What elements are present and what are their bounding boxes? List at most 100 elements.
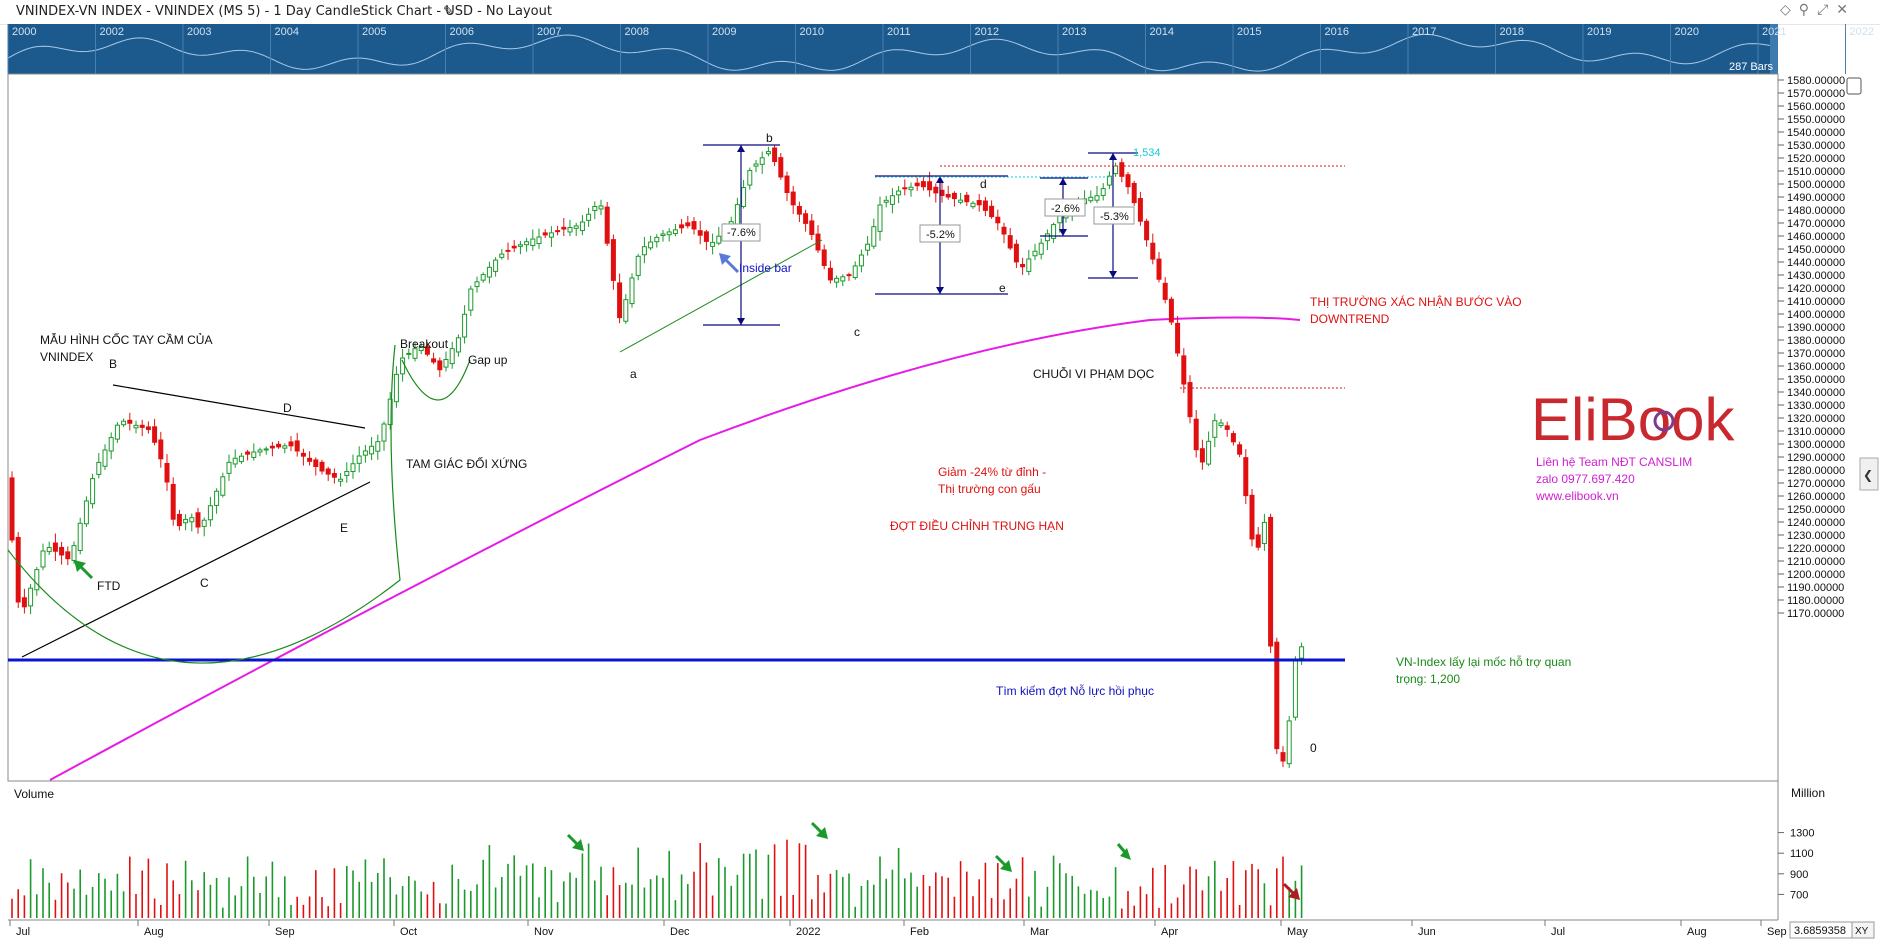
time-axis-label: Jun bbox=[1418, 926, 1436, 938]
expand-icon[interactable]: ⤢ bbox=[1817, 2, 1837, 18]
candle-body bbox=[257, 449, 263, 453]
candle-body bbox=[945, 193, 951, 198]
overview-strip[interactable]: 2000 2002 2003 2004 2005 2006 2007 2008 2009 2010… bbox=[7, 24, 1874, 74]
support-label-1: VN-Index lấy lại mốc hỗ trợ quan bbox=[1396, 654, 1571, 669]
candle-body bbox=[1199, 448, 1205, 463]
candle-body bbox=[1113, 165, 1119, 175]
triangle-label: TAM GIÁC ĐỐI XỨNG bbox=[406, 456, 527, 471]
candle-body bbox=[313, 459, 319, 468]
overview-year: 2021 bbox=[1762, 26, 1786, 38]
candle-body bbox=[759, 157, 765, 165]
price-tick-label: 1290.00000 bbox=[1787, 452, 1845, 464]
overview-year: 2017 bbox=[1412, 26, 1436, 38]
candle-body bbox=[437, 360, 443, 371]
candle-body bbox=[747, 170, 753, 186]
candle-body bbox=[579, 221, 585, 232]
candle-body bbox=[610, 239, 616, 281]
price-tick-label: 1300.00000 bbox=[1787, 439, 1845, 451]
overview-line bbox=[7, 33, 1779, 72]
diamond-icon[interactable]: ◇ bbox=[1780, 2, 1799, 18]
xy-toggle[interactable] bbox=[1851, 921, 1875, 939]
ftd-label: FTD bbox=[97, 579, 121, 593]
overview-year: 2010 bbox=[800, 26, 824, 38]
candle-body bbox=[852, 265, 858, 278]
candle-body bbox=[158, 439, 164, 460]
candle-body bbox=[195, 512, 201, 528]
candle-body bbox=[201, 519, 207, 527]
candle-body bbox=[635, 255, 641, 276]
overview-year: 2014 bbox=[1150, 26, 1174, 38]
brand-logo: EliBook bbox=[1531, 386, 1735, 453]
candle-body bbox=[344, 471, 350, 476]
price-tick-label: 1550.00000 bbox=[1787, 114, 1845, 126]
time-axis-label: Oct bbox=[400, 926, 417, 938]
candle-body bbox=[821, 249, 827, 266]
candle-body bbox=[443, 359, 449, 368]
candle-body bbox=[914, 182, 920, 187]
time-axis-label: Sep bbox=[1767, 926, 1787, 938]
volume-arrow-3 bbox=[994, 854, 1012, 872]
candle-body bbox=[431, 358, 437, 363]
candle-body bbox=[1224, 425, 1230, 430]
candle-body bbox=[889, 195, 895, 205]
candle-body bbox=[338, 478, 344, 482]
price-tick-label: 1210.00000 bbox=[1787, 556, 1845, 568]
pin-icon[interactable]: ⚲ bbox=[1798, 2, 1818, 18]
point-B: B bbox=[109, 357, 117, 371]
candle-body bbox=[703, 231, 709, 242]
price-tick-label: 1250.00000 bbox=[1787, 504, 1845, 516]
candle-body bbox=[406, 352, 412, 355]
price-tick-label: 1490.00000 bbox=[1787, 192, 1845, 204]
candle-body bbox=[381, 423, 387, 442]
edit-pencil-icon[interactable]: ✎ bbox=[443, 4, 454, 19]
candle-body bbox=[964, 194, 970, 203]
price-tick-label: 1570.00000 bbox=[1787, 88, 1845, 100]
candle-body bbox=[1156, 258, 1162, 280]
candle-body bbox=[803, 213, 809, 224]
candle-body bbox=[989, 205, 995, 218]
candle-body bbox=[548, 232, 554, 238]
price-tick-label: 1530.00000 bbox=[1787, 140, 1845, 152]
candle-body bbox=[486, 266, 492, 278]
candle-body bbox=[307, 457, 313, 462]
overview-year: 2018 bbox=[1500, 26, 1524, 38]
time-axis-label: Jul bbox=[1551, 926, 1565, 938]
point-c: c bbox=[854, 325, 860, 339]
candle-body bbox=[1044, 233, 1050, 242]
candle-body bbox=[648, 241, 654, 249]
candle-body bbox=[1168, 298, 1174, 323]
overview-year: 2003 bbox=[187, 26, 211, 38]
window-controls: ◇⚲⤢✕ bbox=[1780, 2, 1856, 18]
price-tick-label: 1330.00000 bbox=[1787, 400, 1845, 412]
candle-body bbox=[139, 424, 145, 428]
lock-icon[interactable] bbox=[1846, 77, 1862, 95]
inside-bar-label: Inside bar bbox=[739, 261, 792, 275]
candle-body bbox=[189, 517, 195, 523]
candle-body bbox=[468, 288, 474, 311]
candle-body bbox=[933, 186, 939, 194]
candle-body bbox=[1038, 242, 1044, 255]
overview-year: 2000 bbox=[12, 26, 36, 38]
inside-bar-arrow bbox=[719, 253, 740, 274]
candle-body bbox=[1292, 658, 1298, 718]
pct-5-2: -5.2% bbox=[926, 229, 955, 241]
support-label-2: trọng: 1,200 bbox=[1396, 672, 1460, 686]
volume-tick-label: 900 bbox=[1790, 869, 1808, 881]
overview-year: 2009 bbox=[712, 26, 736, 38]
overview-window-handle[interactable] bbox=[1770, 24, 1778, 74]
price-tick-label: 1430.00000 bbox=[1787, 270, 1845, 282]
point-a: a bbox=[630, 367, 637, 381]
volume-unit: Million bbox=[1791, 786, 1825, 800]
collapse-panel-button[interactable] bbox=[1859, 457, 1879, 491]
close-icon[interactable]: ✕ bbox=[1836, 2, 1856, 18]
time-axis-label: May bbox=[1287, 926, 1308, 938]
candle-body bbox=[96, 461, 102, 475]
candle-body bbox=[524, 241, 530, 246]
candle-body bbox=[102, 449, 108, 467]
candle-body bbox=[530, 238, 536, 247]
price-tick-label: 1360.00000 bbox=[1787, 361, 1845, 373]
candle-body bbox=[505, 249, 511, 252]
candle-body bbox=[1162, 282, 1168, 300]
volume-tick-label: 1100 bbox=[1790, 848, 1814, 860]
